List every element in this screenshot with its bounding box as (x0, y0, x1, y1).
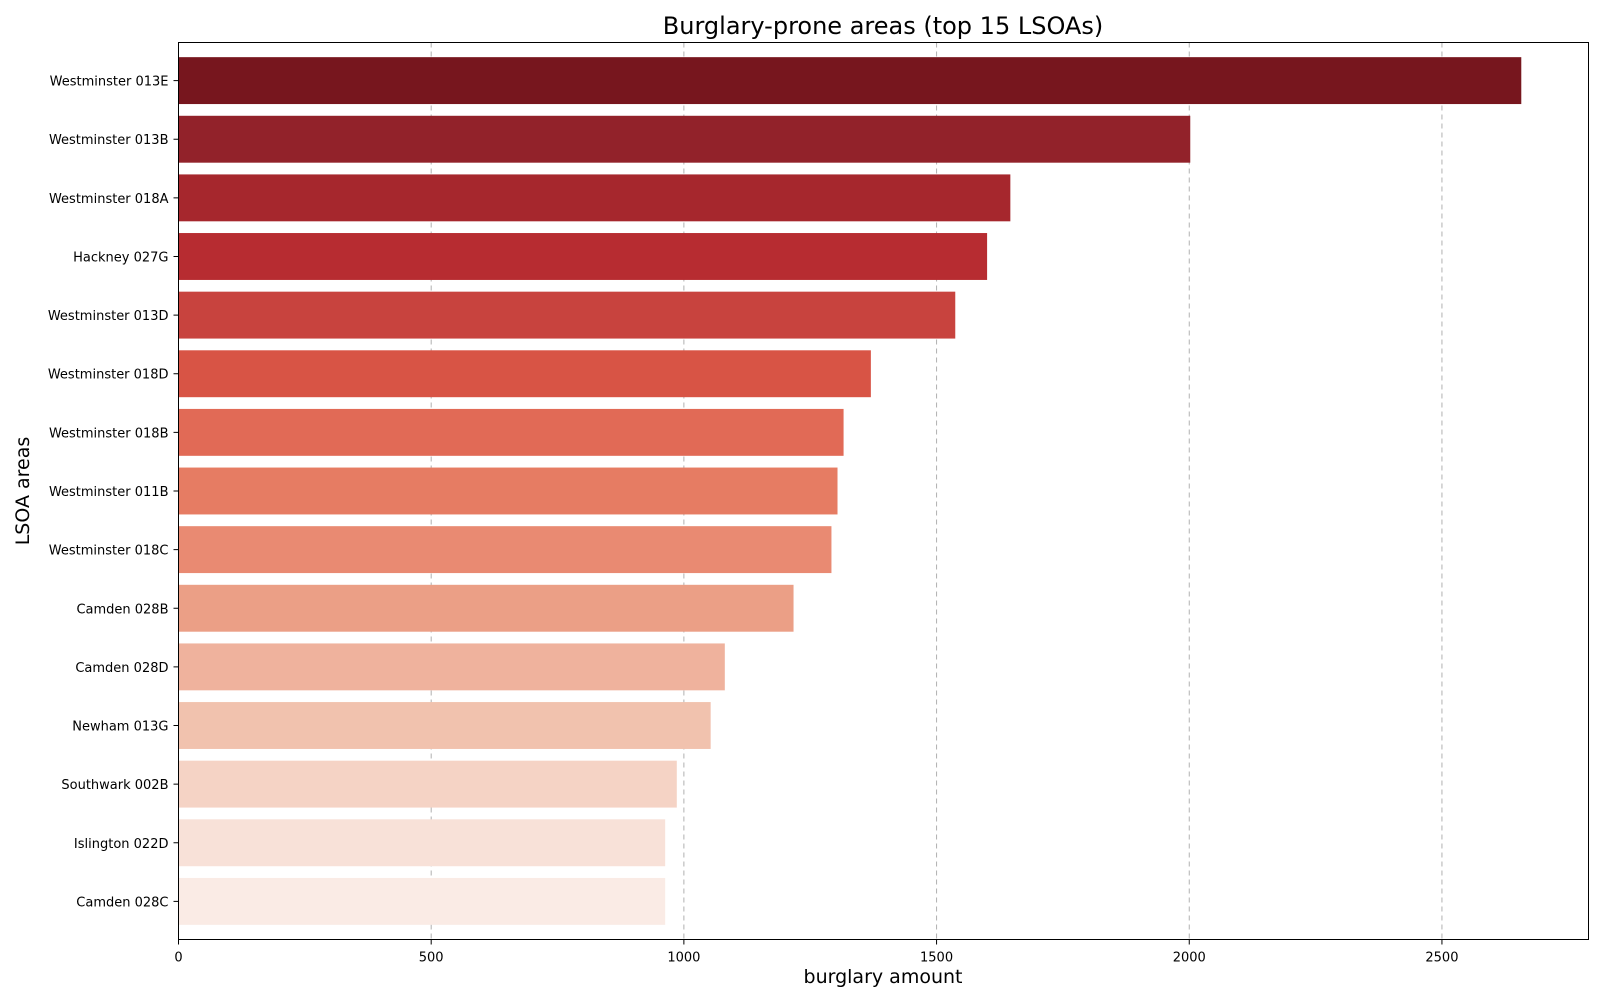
y-tick-label: Westminster 018C (49, 544, 169, 559)
y-tick-label: Southwark 002B (61, 778, 168, 793)
bars (178, 57, 1522, 925)
y-tick-label: Camden 028C (76, 895, 168, 910)
x-tick-labels: 0 500 1000 1500 2000 2500 (174, 939, 1458, 966)
y-tick-label: Westminster 018D (48, 368, 169, 383)
bar (178, 584, 794, 632)
bar (178, 877, 666, 925)
bar (178, 643, 725, 691)
bar (178, 408, 844, 456)
bar (178, 350, 871, 398)
bar (178, 467, 838, 515)
bar (178, 760, 677, 808)
x-tick-label: 0 (174, 951, 182, 966)
bar (178, 233, 988, 280)
y-tick-label: Camden 028B (76, 602, 168, 617)
y-tick-label: Westminster 018B (49, 426, 169, 441)
bar (178, 115, 1191, 163)
y-tick-label: Westminster 013E (50, 75, 169, 90)
y-tick-label: Westminster 011B (49, 485, 169, 500)
bar (178, 702, 711, 749)
y-tick-label: Westminster 013B (49, 133, 169, 148)
x-tick-label: 2500 (1425, 951, 1458, 966)
chart-title: Burglary-prone areas (top 15 LSOAs) (663, 12, 1103, 40)
bar (178, 57, 1522, 105)
bar (178, 526, 832, 574)
y-tick-label: Camden 028D (75, 661, 168, 676)
x-tick-label: 500 (419, 951, 444, 966)
y-tick-label: Westminster 013D (48, 309, 169, 324)
x-tick-label: 2000 (1173, 951, 1206, 966)
y-tick-label: Hackney 027G (73, 250, 168, 265)
y-tick-label: Westminster 018A (49, 192, 169, 207)
x-tick-label: 1000 (667, 951, 700, 966)
x-axis-title: burglary amount (804, 966, 963, 988)
y-axis-title: LSOA areas (12, 437, 34, 546)
x-tick-label: 1500 (920, 951, 953, 966)
bar (178, 291, 956, 339)
y-tick-label: Newham 013G (72, 720, 168, 735)
y-tick-labels: Westminster 013E Westminster 013B Westmins… (48, 75, 179, 910)
bar (178, 174, 1011, 222)
y-tick-label: Islington 022D (74, 837, 169, 852)
bar (178, 819, 666, 867)
